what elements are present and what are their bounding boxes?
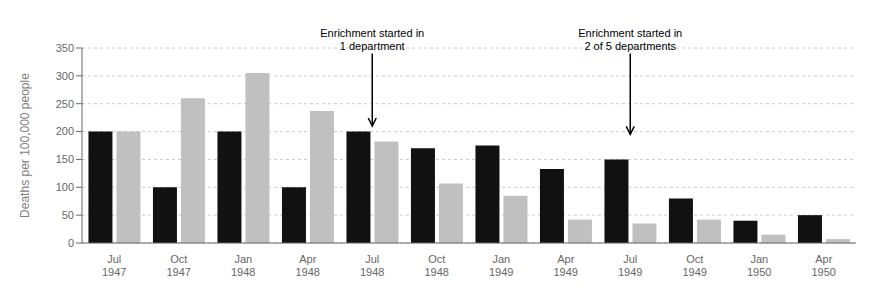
svg-text:Enrichment started in2 of 5 de: Enrichment started in2 of 5 departments — [578, 27, 682, 52]
svg-text:Jul1948: Jul1948 — [360, 253, 384, 278]
svg-text:350: 350 — [56, 42, 74, 54]
svg-text:Oct1948: Oct1948 — [425, 253, 449, 278]
svg-text:100: 100 — [56, 181, 74, 193]
svg-text:Jan1950: Jan1950 — [747, 253, 771, 278]
svg-text:300: 300 — [56, 70, 74, 82]
svg-text:Deaths per 100,000 people: Deaths per 100,000 people — [18, 73, 32, 218]
svg-text:0: 0 — [68, 237, 74, 249]
svg-text:Jul1947: Jul1947 — [102, 253, 126, 278]
svg-text:Jan1949: Jan1949 — [489, 253, 513, 278]
svg-text:150: 150 — [56, 153, 74, 165]
svg-text:Apr1949: Apr1949 — [554, 253, 578, 278]
svg-text:Jan1948: Jan1948 — [231, 253, 255, 278]
svg-text:Enrichment started in1 departm: Enrichment started in1 department — [320, 27, 424, 52]
svg-text:250: 250 — [56, 98, 74, 110]
svg-text:Oct1949: Oct1949 — [683, 253, 707, 278]
svg-text:50: 50 — [62, 209, 74, 221]
svg-text:Oct1947: Oct1947 — [167, 253, 191, 278]
svg-text:Apr1948: Apr1948 — [296, 253, 320, 278]
svg-text:Apr1950: Apr1950 — [812, 253, 836, 278]
svg-text:Jul1949: Jul1949 — [618, 253, 642, 278]
svg-text:200: 200 — [56, 125, 74, 137]
